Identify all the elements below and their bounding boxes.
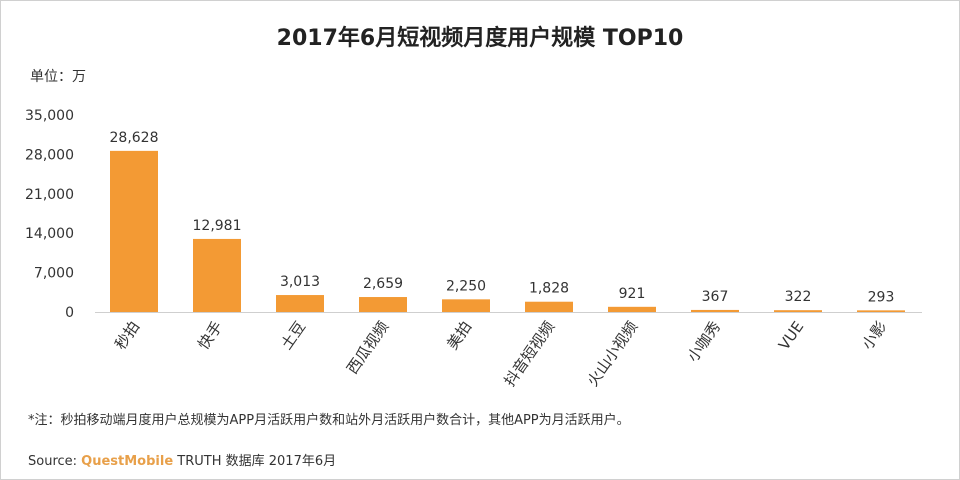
source-brand: QuestMobile <box>81 454 174 469</box>
x-tick-label: 快手 <box>194 318 226 353</box>
x-tick-label: VUE <box>775 318 807 353</box>
bar <box>276 295 324 312</box>
y-tick-label: 28,000 <box>25 147 74 163</box>
data-label: 3,013 <box>280 274 320 290</box>
x-tick-label: 抖音短视频 <box>501 318 559 390</box>
x-tick-label: 小影 <box>858 318 890 353</box>
data-label: 921 <box>619 286 646 302</box>
data-label: 12,981 <box>193 218 242 234</box>
source-line: Source: QuestMobile TRUTH 数据库 2017年6月 <box>28 450 336 469</box>
y-tick-label: 7,000 <box>34 266 74 282</box>
bar <box>110 150 158 312</box>
data-label: 2,250 <box>446 278 486 294</box>
x-tick-label: 土豆 <box>277 318 309 353</box>
data-label: 322 <box>785 289 812 305</box>
bar <box>525 301 573 312</box>
source-prefix: Source: <box>28 454 78 469</box>
data-label: 2,659 <box>363 276 403 292</box>
y-tick-label: 0 <box>65 305 74 321</box>
bar-chart: 0 7,000 14,000 21,000 28,000 35,000 28,628 秒拍 12… <box>25 108 922 390</box>
x-tick-label: 火山小视频 <box>584 318 642 390</box>
bar <box>359 297 407 312</box>
x-tick-label: 小咖秀 <box>684 318 725 365</box>
data-label: 293 <box>868 289 895 305</box>
source-rest: TRUTH 数据库 2017年6月 <box>177 454 337 469</box>
data-label: 367 <box>702 289 729 305</box>
x-tick-label: 美拍 <box>443 318 475 353</box>
bar <box>691 309 739 312</box>
bar <box>193 238 241 312</box>
bar <box>857 310 905 312</box>
data-label: 28,628 <box>110 130 159 146</box>
x-tick-label: 秒拍 <box>111 318 143 353</box>
unit-label: 单位：万 <box>30 69 86 85</box>
y-tick-label: 35,000 <box>25 108 74 124</box>
chart-title: 2017年6月短视频月度用户规模 TOP10 <box>276 26 684 51</box>
footnote: *注：秒拍移动端月度用户总规模为APP月活跃用户数和站外月活跃用户数合计，其他A… <box>28 413 630 428</box>
bar <box>774 310 822 312</box>
bar <box>608 306 656 312</box>
y-tick-label: 21,000 <box>25 187 74 203</box>
y-tick-label: 14,000 <box>25 226 74 242</box>
data-label: 1,828 <box>529 281 569 297</box>
bar <box>442 299 490 312</box>
x-tick-label: 西瓜视频 <box>343 318 392 377</box>
